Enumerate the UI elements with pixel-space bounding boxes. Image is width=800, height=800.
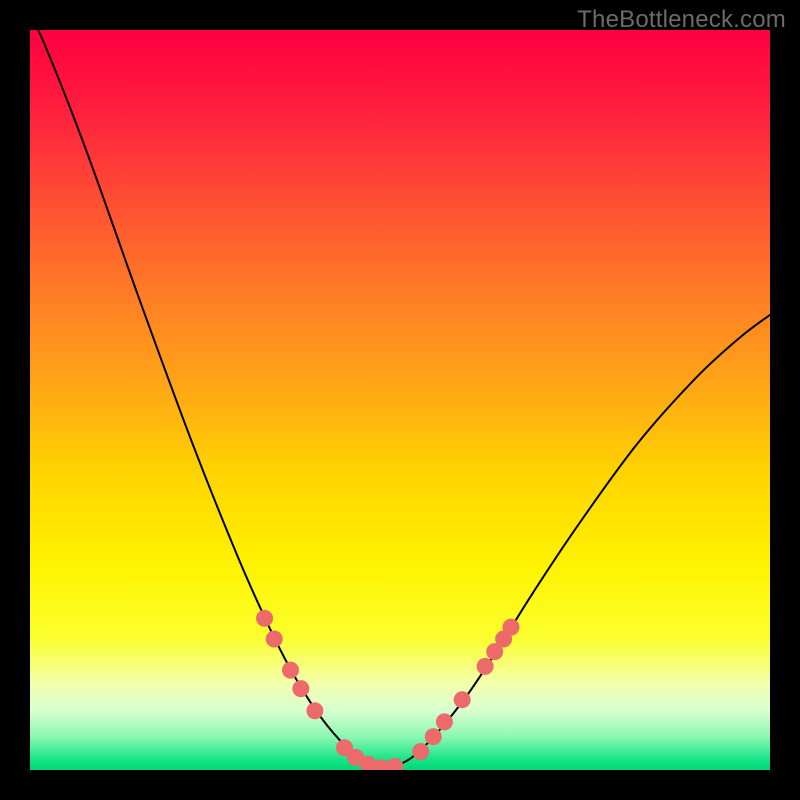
marker-dot (454, 691, 471, 708)
marker-dot (412, 743, 429, 760)
marker-dot (436, 713, 453, 730)
plot-area (30, 30, 770, 770)
marker-dot (425, 728, 442, 745)
marker-dot (266, 631, 283, 648)
marker-dot (477, 658, 494, 675)
gradient-background (30, 30, 770, 770)
chart-svg (30, 30, 770, 770)
watermark-text: TheBottleneck.com (577, 6, 786, 34)
chart-stage: TheBottleneck.com (0, 0, 800, 800)
marker-dot (282, 662, 299, 679)
marker-dot (503, 619, 520, 636)
marker-dot (292, 680, 309, 697)
marker-dot (256, 610, 273, 627)
marker-dot (306, 702, 323, 719)
